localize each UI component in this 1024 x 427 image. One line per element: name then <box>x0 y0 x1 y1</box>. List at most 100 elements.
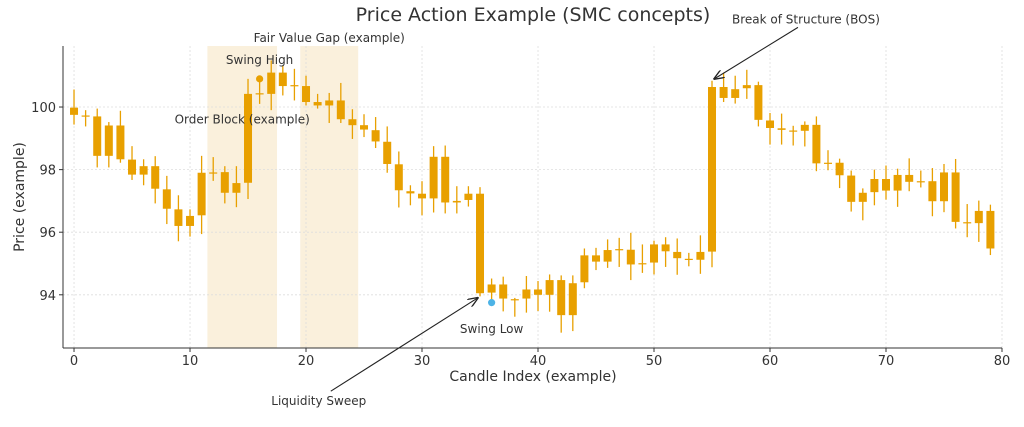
candle-body <box>302 86 311 103</box>
candle-body <box>336 100 345 120</box>
candle-body <box>476 193 485 294</box>
candle-body <box>766 120 775 128</box>
candle-body <box>789 130 798 132</box>
candle-body <box>418 193 427 199</box>
zone-0 <box>207 46 278 348</box>
candle-body <box>951 172 960 222</box>
candle-body <box>510 299 519 301</box>
candle-body <box>568 283 577 316</box>
y-tick-label: 100 <box>31 101 56 116</box>
candle-body <box>197 172 206 216</box>
candle-body <box>290 85 299 87</box>
candle-body <box>940 172 949 202</box>
candle-body <box>255 93 264 95</box>
candle-body <box>731 89 740 98</box>
candle-body <box>974 210 983 224</box>
candle-body <box>325 100 334 106</box>
candle-body <box>870 179 879 193</box>
candle-body <box>139 166 148 175</box>
candle-body <box>209 172 218 174</box>
candle-body <box>383 141 392 164</box>
candle-body <box>186 215 195 226</box>
candle-body <box>696 251 705 260</box>
chart-title: Price Action Example (SMC concepts) <box>356 4 711 26</box>
x-tick-label: 0 <box>70 354 78 369</box>
candle-body <box>244 93 253 183</box>
candle-body <box>487 284 496 293</box>
candle-body <box>81 115 90 117</box>
annotation-label: Liquidity Sweep <box>271 394 366 408</box>
x-tick-label: 10 <box>182 354 199 369</box>
y-tick-label: 96 <box>39 226 56 241</box>
x-axis-label: Candle Index (example) <box>449 369 616 385</box>
candle-body <box>719 86 728 98</box>
candle-body <box>754 85 763 120</box>
candle-body <box>777 128 786 130</box>
swing-low-marker <box>488 299 496 307</box>
candle-body <box>162 189 171 209</box>
annotation-label: Break of Structure (BOS) <box>732 12 880 26</box>
candle-body <box>406 191 415 194</box>
candle-body <box>128 159 137 175</box>
candle-body <box>93 116 102 156</box>
candle-body <box>708 86 717 252</box>
candle-body <box>371 130 380 142</box>
candle-body <box>534 289 543 295</box>
candle-body <box>545 280 554 295</box>
candle-body <box>522 289 531 299</box>
annotation-label: Order Block (example) <box>175 113 310 127</box>
candle-body <box>174 209 183 226</box>
candle-body <box>812 124 821 164</box>
x-tick-label: 30 <box>414 354 431 369</box>
candle-body <box>267 72 276 94</box>
x-tick-label: 20 <box>298 354 315 369</box>
swing-high-marker <box>256 75 264 83</box>
candle-body <box>278 72 287 87</box>
annotation-arrow <box>714 26 799 78</box>
x-tick-label: 80 <box>994 354 1011 369</box>
annotation-label: Fair Value Gap (example) <box>254 31 405 45</box>
y-tick-label: 94 <box>39 289 56 304</box>
x-tick-label: 50 <box>646 354 663 369</box>
x-tick-label: 70 <box>878 354 895 369</box>
candle-body <box>928 181 937 202</box>
candle-body <box>116 125 125 160</box>
candle-body <box>441 156 450 203</box>
candle-body <box>70 107 79 115</box>
candle-body <box>650 244 659 263</box>
candle-body <box>835 162 844 176</box>
candle-body <box>220 172 229 193</box>
candle-body <box>824 162 833 164</box>
candle-body <box>464 193 473 200</box>
y-axis-label: Price (example) <box>12 142 28 252</box>
candle-body <box>348 119 357 126</box>
candle-body <box>882 179 891 191</box>
x-tick-label: 40 <box>530 354 547 369</box>
candle-body <box>986 210 995 249</box>
candle-body <box>626 249 635 265</box>
annotation-arrow <box>330 298 478 392</box>
candle-body <box>638 263 647 265</box>
candle-body <box>151 166 160 189</box>
candle-body <box>394 164 403 191</box>
candle-body <box>499 284 508 299</box>
annotation-label: Swing High <box>226 53 293 67</box>
annotation-label: Swing Low <box>460 322 524 336</box>
y-tick-label: 98 <box>39 164 56 179</box>
candle-body <box>429 156 438 199</box>
candle-body <box>742 85 751 89</box>
candle-body <box>580 255 589 283</box>
candle-body <box>916 181 925 183</box>
candle-body <box>963 222 972 224</box>
candle-body <box>452 200 461 203</box>
x-tick-label: 60 <box>762 354 779 369</box>
candle-body <box>232 183 241 193</box>
candle-body <box>847 175 856 202</box>
candle-body <box>592 255 601 262</box>
candle-body <box>557 280 566 316</box>
candle-body <box>313 102 322 106</box>
candle-body <box>615 249 624 251</box>
candle-body <box>104 125 113 156</box>
candle-body <box>360 125 369 130</box>
